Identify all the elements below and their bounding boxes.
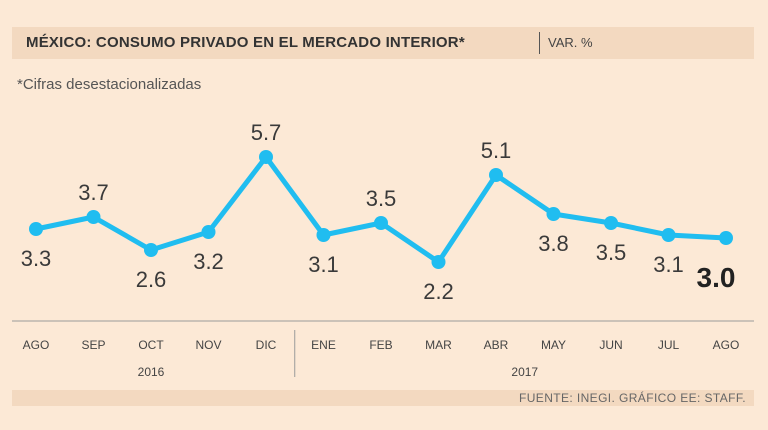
x-tick-label: ABR [484,338,509,352]
line-layer [29,150,733,269]
x-tick-label: MAY [541,338,566,352]
x-tick-label: JUN [599,338,622,352]
line-chart: AGO SEP OCT NOV DIC ENE FEB MAR ABR MAY JUN JUL AGO 2… [12,120,754,379]
x-tick-label: MAR [425,338,452,352]
data-point [719,231,733,245]
data-label: 3.8 [538,231,569,256]
data-label: 3.3 [21,246,52,271]
x-tick-label: NOV [195,338,221,352]
data-label: 3.7 [78,180,109,205]
data-point [374,216,388,230]
data-point [661,228,676,242]
unit-label: VAR. % [548,35,593,50]
x-tick-label: JUL [658,338,680,352]
x-tick-label: OCT [138,338,164,352]
chart-note: *Cifras desestacionalizadas [17,76,202,93]
footer-bar: FUENTE: INEGI. GRÁFICO EE: STAFF. [12,390,754,406]
title-separator [539,32,540,54]
title-bar: MÉXICO: CONSUMO PRIVADO EN EL MERCADO IN… [12,27,754,59]
label-layer: 3.3 3.7 2.6 3.2 5.7 3.1 3.5 2.2 5.1 3.8 3.5 3.1 3.0 [21,120,736,304]
data-point [489,168,503,182]
data-label: 5.7 [251,120,282,145]
data-point [431,255,446,269]
data-point [259,150,273,164]
data-label: 3.2 [193,249,224,274]
data-label: 2.6 [136,267,167,292]
data-point [144,243,158,257]
data-label: 3.1 [653,252,684,277]
x-tick-label: SEP [81,338,105,352]
data-point [316,228,331,242]
chart-title: MÉXICO: CONSUMO PRIVADO EN EL MERCADO IN… [26,34,465,51]
x-tick-label: FEB [369,338,392,352]
data-label: 3.1 [308,252,339,277]
data-point [201,225,216,239]
year-label: 2017 [511,365,538,379]
data-label: 3.5 [596,240,627,265]
x-tick-label: AGO [713,338,740,352]
data-point [604,216,618,230]
x-tick-label: DIC [256,338,277,352]
data-label: 2.2 [423,279,454,304]
axis-layer: AGO SEP OCT NOV DIC ENE FEB MAR ABR MAY JUN JUL AGO 2… [12,320,754,379]
data-point [546,207,561,221]
data-point [29,222,43,236]
data-label: 3.5 [366,186,397,211]
source-note: FUENTE: INEGI. GRÁFICO EE: STAFF. [519,391,746,405]
year-label: 2016 [138,365,165,379]
x-tick-label: AGO [23,338,50,352]
data-label: 3.0 [697,262,736,293]
data-point [86,210,101,224]
x-tick-label: ENE [311,338,336,352]
data-label: 5.1 [481,138,512,163]
